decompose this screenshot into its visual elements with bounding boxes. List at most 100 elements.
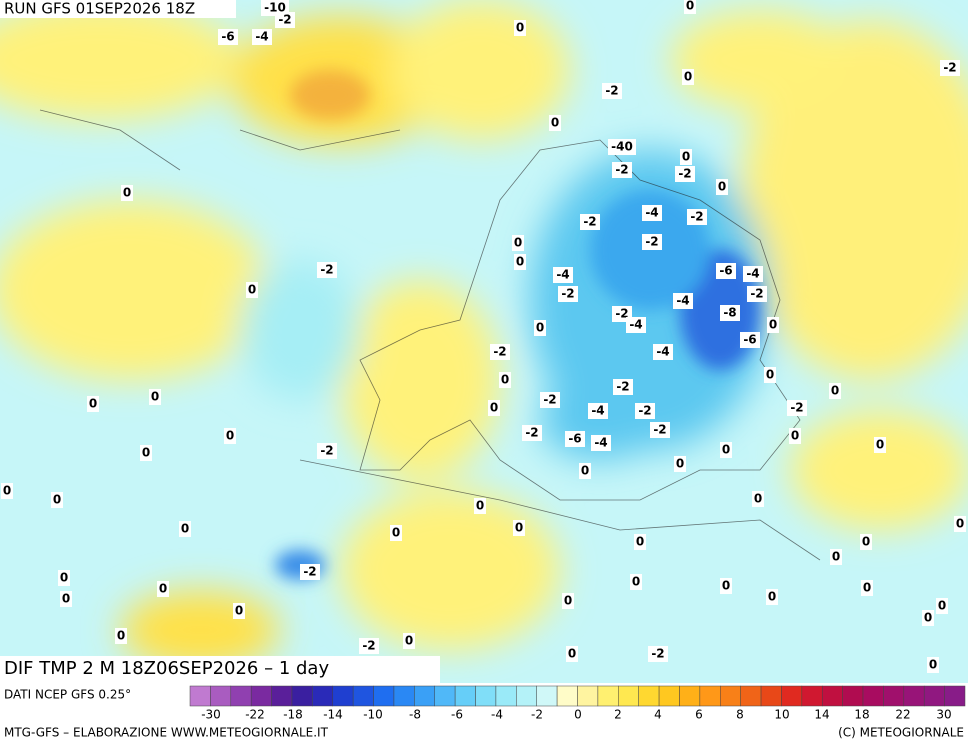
contour-label: -2 xyxy=(651,647,664,661)
contour-label: 0 xyxy=(924,611,932,625)
contour-label: -4 xyxy=(629,318,642,332)
colorbar-swatch xyxy=(618,685,639,707)
label-box xyxy=(860,534,872,550)
contour-label: 0 xyxy=(490,401,498,415)
label-box xyxy=(522,425,542,441)
contour-label: -2 xyxy=(543,393,556,407)
label-box xyxy=(602,83,622,99)
label-box xyxy=(233,603,245,619)
contour-label: 0 xyxy=(568,647,576,661)
contour-label: -2 xyxy=(645,235,658,249)
contour-label: 0 xyxy=(551,116,559,130)
label-box xyxy=(317,262,337,278)
colorbar-swatch xyxy=(944,685,966,707)
contour-label: -4 xyxy=(255,30,268,44)
contour-label: 0 xyxy=(636,535,644,549)
contour-label: 0 xyxy=(516,21,524,35)
contour-label: 0 xyxy=(769,318,777,332)
run-box xyxy=(0,0,236,18)
contour-label: 0 xyxy=(832,550,840,564)
colorbar-swatch xyxy=(883,685,905,707)
contour-label: -4 xyxy=(676,294,689,308)
colorbar-swatch xyxy=(373,685,395,707)
colorbar-label: -6 xyxy=(451,708,463,722)
contour-label: 0 xyxy=(536,321,544,335)
colorbar-swatch xyxy=(801,685,823,707)
colorbar-label: 14 xyxy=(814,708,829,722)
label-box xyxy=(767,317,779,333)
colorbar-swatch xyxy=(638,685,660,707)
contour-label: 0 xyxy=(514,236,522,250)
label-box xyxy=(87,396,99,412)
colorbar-swatch xyxy=(352,685,374,707)
label-box xyxy=(613,379,633,395)
contour-label: -10 xyxy=(264,1,286,15)
label-box xyxy=(121,185,133,201)
label-box xyxy=(673,293,693,309)
contour-label: -2 xyxy=(303,565,316,579)
colorbar-label: 10 xyxy=(774,708,789,722)
contour-label: 0 xyxy=(181,522,189,536)
colorbar-swatch xyxy=(250,685,272,707)
contour-label: 0 xyxy=(89,397,97,411)
colorbar-label: -22 xyxy=(245,708,265,722)
contour-label: 0 xyxy=(929,658,937,672)
colorbar-swatch xyxy=(842,685,864,707)
contour-label: 0 xyxy=(3,484,11,498)
contour-label: -2 xyxy=(362,639,375,653)
label-box xyxy=(566,646,578,662)
label-box xyxy=(650,422,670,438)
colorbar-label: 2 xyxy=(614,708,622,722)
colorbar-label: 6 xyxy=(695,708,703,722)
label-box xyxy=(588,403,608,419)
label-box xyxy=(927,657,939,673)
label-box xyxy=(490,344,510,360)
label-box xyxy=(474,498,486,514)
label-box xyxy=(682,69,694,85)
label-box xyxy=(157,581,169,597)
contour-label: -2 xyxy=(750,287,763,301)
colorbar: -30 -22 -18 -14 -10 -8 -6 -4 -2 0 2 4 6 8 10 14 18 22 30 xyxy=(189,685,966,722)
colorbar-label: -14 xyxy=(323,708,343,722)
colorbar-label: -30 xyxy=(201,708,221,722)
contour-label: -2 xyxy=(678,167,691,181)
label-box xyxy=(635,403,655,419)
label-box xyxy=(720,305,740,321)
colorbar-swatch xyxy=(923,685,945,707)
colorbar-swatch xyxy=(516,685,537,707)
contour-label: 0 xyxy=(515,521,523,535)
label-box xyxy=(608,139,636,155)
contour-label: 0 xyxy=(768,590,776,604)
label-box xyxy=(514,254,526,270)
label-box xyxy=(359,638,379,654)
colorbar-swatch xyxy=(577,685,599,707)
colorbar-swatch xyxy=(679,685,701,707)
contour-label: 0 xyxy=(754,492,762,506)
contour-label: 0 xyxy=(938,599,946,613)
colorbar-swatch xyxy=(230,685,252,707)
contour-label: -2 xyxy=(320,444,333,458)
label-box xyxy=(743,266,763,282)
contour-label: 0 xyxy=(791,429,799,443)
colorbar-swatch xyxy=(556,685,578,707)
label-box xyxy=(317,443,337,459)
contour-label: 0 xyxy=(956,517,964,531)
label-box xyxy=(224,428,236,444)
title-box xyxy=(0,656,440,683)
contour-label: 0 xyxy=(722,579,730,593)
label-box xyxy=(830,549,842,565)
colorbar-label: 30 xyxy=(936,708,951,722)
colorbar-label: 0 xyxy=(574,708,582,722)
label-box xyxy=(766,589,778,605)
contour-label: 0 xyxy=(686,0,694,13)
label-box xyxy=(149,389,161,405)
label-box xyxy=(218,29,238,45)
label-box xyxy=(513,520,525,536)
contour-label: 0 xyxy=(159,582,167,596)
label-box xyxy=(829,383,841,399)
colorbar-swatch xyxy=(414,685,435,707)
label-box xyxy=(747,286,767,302)
label-box xyxy=(789,428,801,444)
label-box xyxy=(534,320,546,336)
contour-label: -2 xyxy=(583,215,596,229)
